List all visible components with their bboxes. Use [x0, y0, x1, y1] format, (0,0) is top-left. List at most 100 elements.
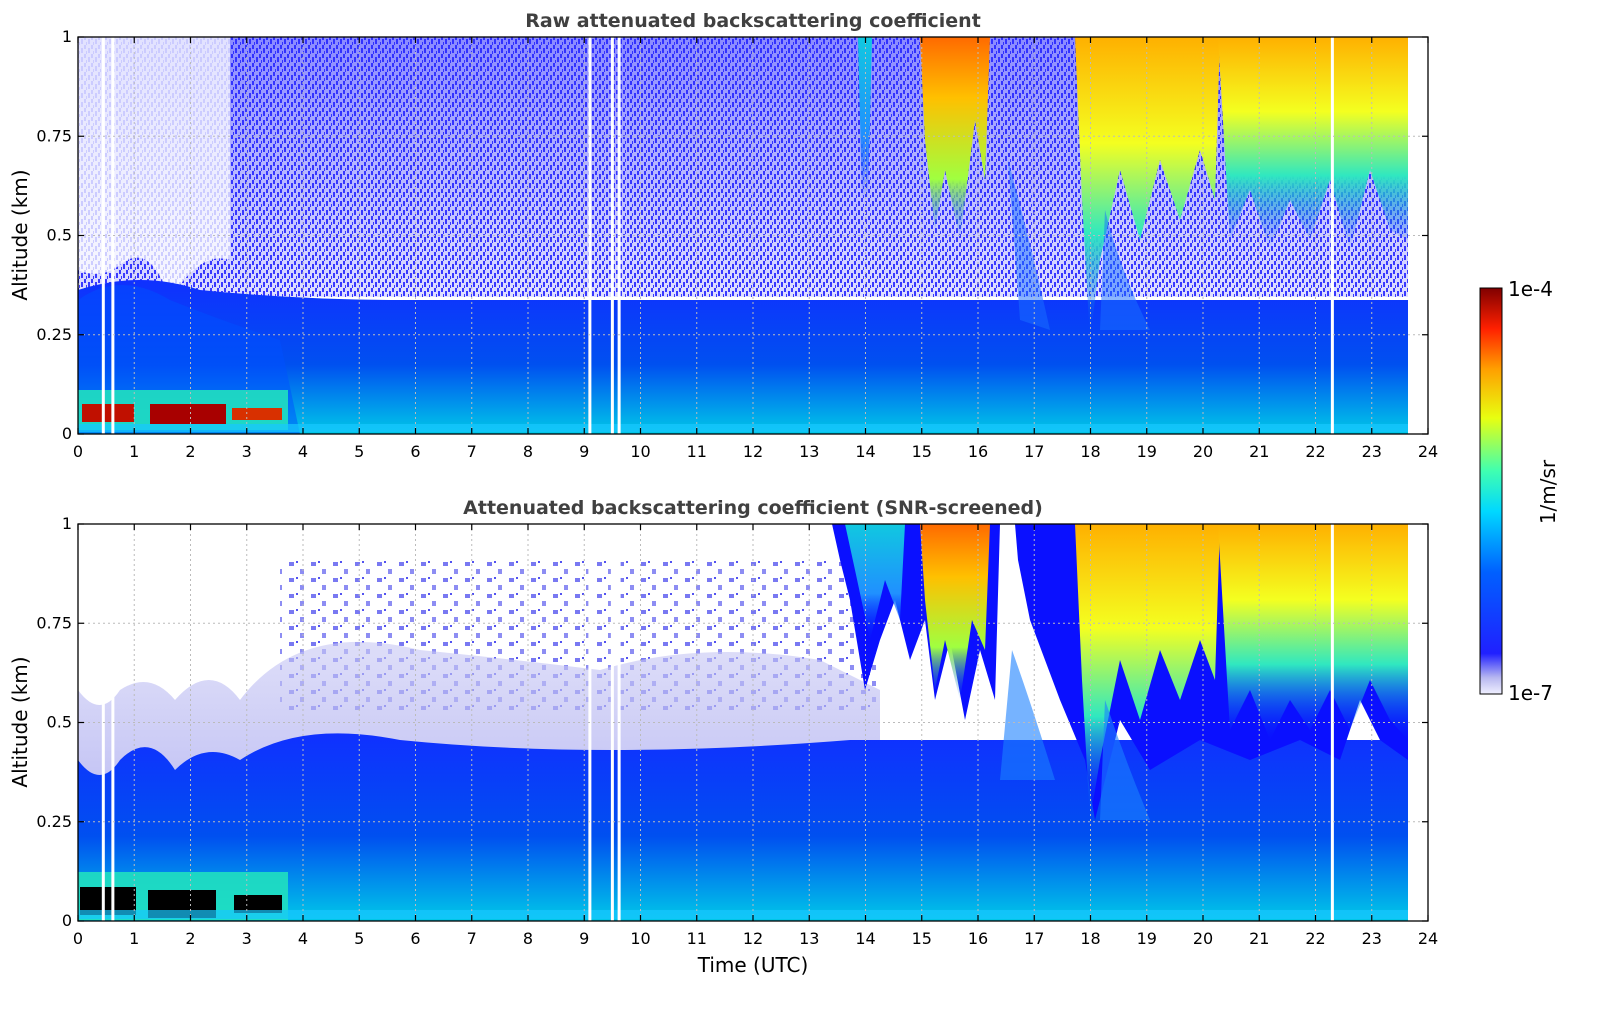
p2-x-tick-label-2: 2: [185, 929, 195, 948]
p1-x-tick-label-24: 24: [1418, 442, 1438, 461]
raw-y-axis-label: Altitude (km): [8, 169, 32, 300]
p2-x-tick-label-0: 0: [73, 929, 83, 948]
p1-x-tick-label-10: 10: [630, 442, 650, 461]
raw-early-clear-sky: [78, 37, 230, 300]
raw-grid: [78, 37, 1428, 434]
p1-data-gap-1: [111, 37, 115, 434]
screened-boundary-layer: [78, 733, 1408, 921]
p1-x-tick-label-11: 11: [687, 442, 707, 461]
p2-x-tick-label-18: 18: [1080, 929, 1100, 948]
p1-x-tick-label-16: 16: [968, 442, 988, 461]
p2-x-tick-label-14: 14: [855, 929, 875, 948]
p2-x-tick-label-15: 15: [912, 929, 932, 948]
p2-x-tick-label-22: 22: [1305, 929, 1325, 948]
p1-data-gap-3: [610, 37, 614, 434]
p2-x-tick-label-9: 9: [579, 929, 589, 948]
p2-x-tick-label-19: 19: [1137, 929, 1157, 948]
p2-x-tick-label-11: 11: [687, 929, 707, 948]
p1-x-tick-label-6: 6: [410, 442, 420, 461]
p1-x-tick-label-0: 0: [73, 442, 83, 461]
raw-plume-15h: [920, 37, 990, 240]
p2-y-tick-label-0: 0: [62, 911, 72, 930]
raw-x-axis-ticks: 0 1 2 3 4 5 6 7 8 9 10 11 12 13 14 15 16 17 18 19 20 21 22 23 24: [73, 37, 1438, 461]
raw-aerosol-3: [232, 408, 282, 420]
p2-x-tick-label-10: 10: [630, 929, 650, 948]
p1-x-tick-label-1: 1: [129, 442, 139, 461]
p1-data-gap-5: [1330, 37, 1334, 434]
p1-x-tick-label-20: 20: [1193, 442, 1213, 461]
p1-x-tick-label-14: 14: [855, 442, 875, 461]
colorbar-unit-label: 1/m/sr: [1536, 459, 1560, 524]
screened-y-axis-label: Altitude (km): [8, 656, 32, 787]
p1-x-tick-label-23: 23: [1362, 442, 1382, 461]
p1-x-tick-label-4: 4: [298, 442, 308, 461]
p2-data-gap-3: [610, 524, 614, 921]
screened-plume-18h: [1075, 524, 1220, 820]
p1-x-tick-label-3: 3: [242, 442, 252, 461]
x-axis-label: Time (UTC): [697, 953, 809, 977]
p2-x-tick-label-23: 23: [1362, 929, 1382, 948]
screened-panel-title: Attenuated backscattering coefficient (S…: [463, 497, 1043, 519]
colorbar-scale: [1479, 287, 1503, 695]
p2-y-tick-label-1: 1: [62, 514, 72, 533]
p1-y-tick-label-1: 1: [62, 27, 72, 46]
p2-x-tick-label-24: 24: [1418, 929, 1438, 948]
p2-data-gap-5: [1330, 524, 1334, 921]
p2-x-tick-label-17: 17: [1024, 929, 1044, 948]
screened-y-axis-ticks: 0 0.25 0.5 0.75 1: [36, 514, 1428, 930]
p1-x-tick-label-13: 13: [799, 442, 819, 461]
p1-x-tick-label-9: 9: [579, 442, 589, 461]
p1-x-tick-label-17: 17: [1024, 442, 1044, 461]
p2-x-tick-label-1: 1: [129, 929, 139, 948]
p1-y-tick-label-0: 0: [62, 424, 72, 443]
p1-x-tick-label-15: 15: [912, 442, 932, 461]
p1-x-tick-label-12: 12: [743, 442, 763, 461]
p2-data-gap-1: [111, 524, 115, 921]
raw-y-axis-ticks: 0 0.25 0.5 0.75 1: [36, 27, 1428, 443]
p1-x-tick-label-8: 8: [523, 442, 533, 461]
p2-x-tick-label-8: 8: [523, 929, 533, 948]
p2-y-tick-label-0.75: 0.75: [36, 613, 72, 632]
screened-plume-21h: [1218, 524, 1408, 740]
screened-plume-15h: [920, 524, 990, 700]
screened-aerosol-3: [234, 895, 282, 913]
p2-x-tick-label-6: 6: [410, 929, 420, 948]
p1-x-tick-label-5: 5: [354, 442, 364, 461]
raw-boundary-layer: [78, 280, 1408, 434]
raw-heatmap: [78, 37, 1428, 434]
screened-x-axis-ticks: 0 1 2 3 4 5 6 7 8 9 10 11 12 13 14 15 16 17 18 19 20 21 22 23 24: [73, 524, 1438, 948]
p1-x-tick-label-2: 2: [185, 442, 195, 461]
p1-x-tick-label-18: 18: [1080, 442, 1100, 461]
colorbar-min-label: 1e-7: [1508, 681, 1553, 705]
p1-x-tick-label-7: 7: [467, 442, 477, 461]
screened-heatmap: [78, 524, 1428, 921]
raw-backscatter-panel: Raw attenuated backscattering coefficien…: [8, 10, 1438, 461]
raw-aerosol-2: [150, 404, 226, 424]
p1-x-tick-label-21: 21: [1249, 442, 1269, 461]
raw-plume-18h: [1075, 37, 1220, 340]
p2-x-tick-label-7: 7: [467, 929, 477, 948]
p2-x-tick-label-13: 13: [799, 929, 819, 948]
p1-y-tick-label-0.25: 0.25: [36, 325, 72, 344]
screened-backscatter-panel: Attenuated backscattering coefficient (S…: [8, 497, 1438, 977]
p2-x-tick-label-3: 3: [242, 929, 252, 948]
screened-grid: [78, 524, 1428, 921]
p2-x-tick-label-16: 16: [968, 929, 988, 948]
colorbar: 1e-4 1e-7 1/m/sr: [1479, 277, 1560, 705]
p1-y-tick-label-0.75: 0.75: [36, 126, 72, 145]
p2-x-tick-label-4: 4: [298, 929, 308, 948]
p1-x-tick-label-22: 22: [1305, 442, 1325, 461]
colorbar-max-label: 1e-4: [1508, 277, 1553, 301]
raw-aerosol-1: [82, 404, 134, 422]
p2-y-tick-label-0.25: 0.25: [36, 812, 72, 831]
p1-y-tick-label-0.5: 0.5: [47, 226, 72, 245]
p2-x-tick-label-12: 12: [743, 929, 763, 948]
p2-x-tick-label-5: 5: [354, 929, 364, 948]
p1-x-tick-label-19: 19: [1137, 442, 1157, 461]
raw-panel-title: Raw attenuated backscattering coefficien…: [525, 10, 981, 32]
raw-plume-21h: [1218, 37, 1408, 250]
p2-y-tick-label-0.5: 0.5: [47, 713, 72, 732]
p2-x-tick-label-20: 20: [1193, 929, 1213, 948]
p2-x-tick-label-21: 21: [1249, 929, 1269, 948]
